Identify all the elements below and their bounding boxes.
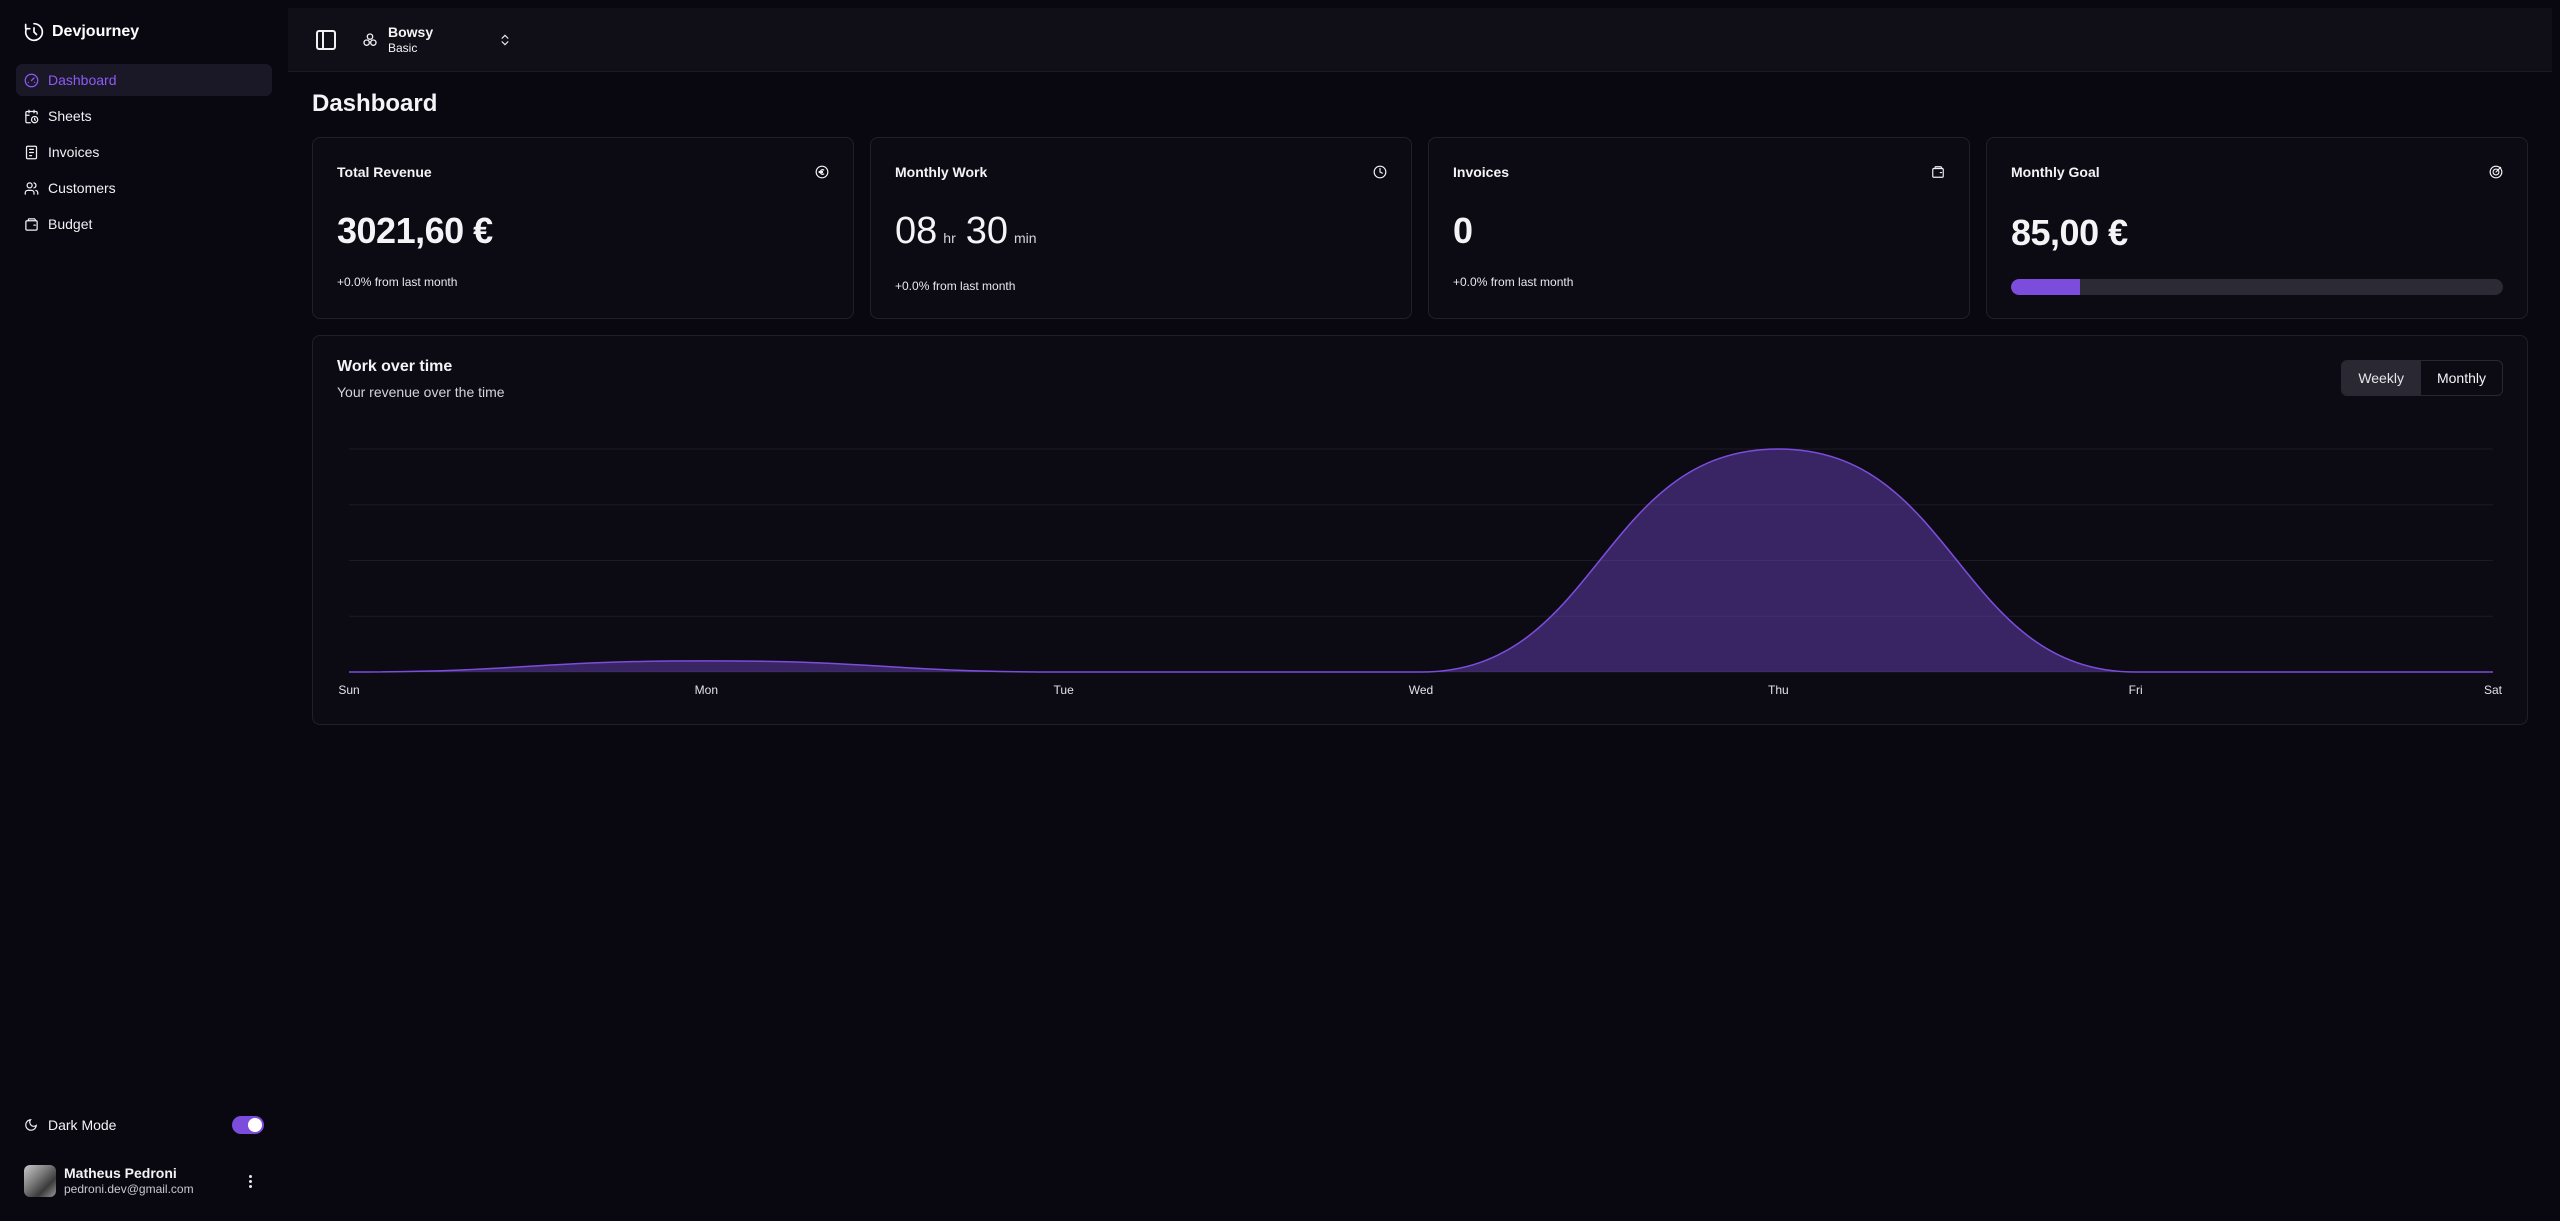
x-tick-label: Thu xyxy=(1768,683,1789,697)
x-tick-label: Sat xyxy=(2484,683,2503,697)
card-value: 0 xyxy=(1453,210,1473,251)
dark-mode-label: Dark Mode xyxy=(48,1117,117,1133)
work-minutes: 30 xyxy=(965,210,1009,252)
sidebar-item-dashboard[interactable]: Dashboard xyxy=(16,64,272,96)
card-title: Monthly Goal xyxy=(2011,164,2100,180)
user-name: Matheus Pedroni xyxy=(64,1165,177,1181)
dark-mode-row: Dark Mode xyxy=(24,1114,264,1136)
x-tick-label: Fri xyxy=(2129,683,2143,697)
card-title: Invoices xyxy=(1453,164,1510,180)
chevrons-up-down-icon xyxy=(501,34,509,46)
work-minutes-unit: min xyxy=(1014,230,1037,246)
wallet-icon xyxy=(1932,166,1944,178)
sidebar-item-label: Sheets xyxy=(48,108,92,124)
work-hours-unit: hr xyxy=(943,230,956,246)
sidebar-item-customers[interactable]: Customers xyxy=(16,172,272,204)
dark-mode-toggle[interactable] xyxy=(232,1116,264,1134)
sidebar-item-label: Customers xyxy=(48,180,116,196)
area-line xyxy=(348,448,2493,673)
goal-progress-fill xyxy=(2011,279,2080,295)
team-info: Bowsy Basic xyxy=(388,24,433,56)
card-title: Total Revenue xyxy=(337,164,432,180)
avatar xyxy=(24,1165,56,1197)
gauge-icon xyxy=(24,73,39,87)
x-tick-label: Wed xyxy=(1409,683,1433,697)
clock-arrow-icon xyxy=(24,22,44,42)
card-total-revenue: Total Revenue 3021,60 € +0.0% from last … xyxy=(312,137,854,319)
card-monthly-work: Monthly Work 08 hr 30 min +0.0% from las… xyxy=(870,137,1412,319)
user-profile[interactable]: Matheus Pedroni pedroni.dev@gmail.com xyxy=(24,1164,264,1198)
app-name: Devjourney xyxy=(52,23,140,40)
sidebar: Devjourney Dashboard Sheets Invoices Cus… xyxy=(0,0,288,1221)
users-icon xyxy=(24,181,39,195)
sidebar-item-sheets[interactable]: Sheets xyxy=(16,100,272,132)
card-change: +0.0% from last month xyxy=(1453,275,1574,289)
brand[interactable]: Devjourney xyxy=(24,20,139,44)
euro-icon xyxy=(815,165,829,179)
sidebar-item-label: Budget xyxy=(48,216,93,232)
team-icon xyxy=(363,33,377,46)
card-change: +0.0% from last month xyxy=(337,275,458,289)
chart-title: Work over time xyxy=(337,358,453,375)
card-value: 85,00 € xyxy=(2011,212,2128,253)
card-monthly-goal: Monthly Goal 85,00 € xyxy=(1986,137,2528,319)
user-email: pedroni.dev@gmail.com xyxy=(64,1182,194,1196)
period-toggle: Weekly Monthly xyxy=(2341,360,2503,396)
goal-progress-bar xyxy=(2011,279,2503,295)
target-icon xyxy=(2489,165,2503,179)
clock-icon xyxy=(1373,165,1387,179)
card-invoices: Invoices 0 +0.0% from last month xyxy=(1428,137,1970,319)
sidebar-item-label: Dashboard xyxy=(48,72,117,88)
work-area-chart: Sun Mon Tue Wed Thu Fri Sat xyxy=(338,448,2503,697)
sidebar-item-label: Invoices xyxy=(48,144,100,160)
chart-subtitle: Your revenue over the time xyxy=(337,384,505,400)
sidebar-item-budget[interactable]: Budget xyxy=(16,208,272,240)
top-header: Bowsy Basic xyxy=(288,8,2552,72)
receipt-icon xyxy=(25,145,38,159)
work-time: 08 hr 30 min xyxy=(895,210,1041,253)
card-value: 3021,60 € xyxy=(337,210,493,251)
more-vertical-icon[interactable] xyxy=(242,1172,258,1190)
x-tick-label: Tue xyxy=(1054,683,1075,697)
area-fill xyxy=(349,449,2493,672)
page-title: Dashboard xyxy=(312,90,438,117)
team-switcher[interactable]: Bowsy Basic xyxy=(358,20,509,60)
monthly-button[interactable]: Monthly xyxy=(2419,361,2502,395)
wallet-icon xyxy=(25,217,38,231)
sidebar-toggle-icon[interactable] xyxy=(314,28,338,52)
sidebar-item-invoices[interactable]: Invoices xyxy=(16,136,272,168)
card-change: +0.0% from last month xyxy=(895,279,1016,293)
x-tick-label: Sun xyxy=(338,683,359,697)
calendar-clock-icon xyxy=(25,109,39,123)
sidebar-nav: Dashboard Sheets Invoices Customers Budg… xyxy=(16,64,272,244)
team-name: Bowsy xyxy=(388,24,434,40)
user-info: Matheus Pedroni pedroni.dev@gmail.com xyxy=(64,1165,194,1197)
work-over-time-card: Work over time Your revenue over the tim… xyxy=(312,335,2528,725)
moon-icon xyxy=(25,1119,37,1131)
card-title: Monthly Work xyxy=(895,164,988,180)
work-hours: 08 xyxy=(895,210,938,252)
team-plan: Basic xyxy=(388,41,418,55)
x-tick-label: Mon xyxy=(695,683,718,697)
weekly-button[interactable]: Weekly xyxy=(2342,361,2420,395)
